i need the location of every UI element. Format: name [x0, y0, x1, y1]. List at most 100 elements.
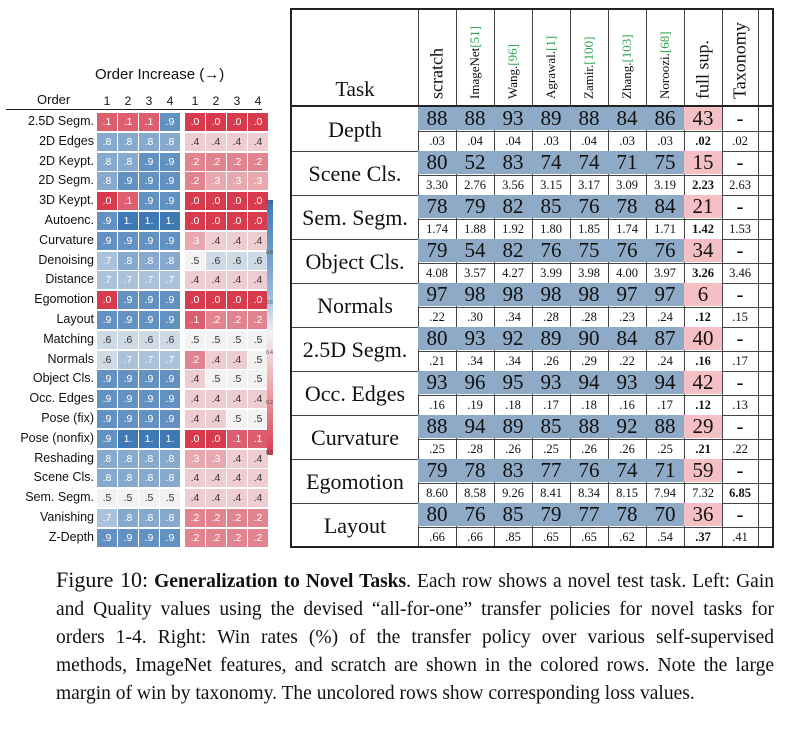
loss-cell: .19: [467, 398, 483, 412]
quality-cell: .2: [185, 152, 205, 171]
quality-cell: .4: [185, 489, 205, 508]
loss-cell: .30: [467, 310, 483, 324]
gain-cell: .9: [139, 311, 159, 329]
win-rate-cell: 85: [494, 503, 532, 526]
gain-cell: .9: [160, 370, 180, 389]
loss-cell: .24: [657, 354, 673, 368]
citation-link[interactable]: [100]: [581, 36, 596, 65]
loss-cell: .26: [581, 442, 597, 456]
gain-cell: .9: [160, 390, 180, 409]
win-rate-cell: 76: [532, 239, 570, 262]
loss-cell: 1.71: [654, 222, 676, 236]
citation-link[interactable]: [96]: [505, 44, 520, 66]
gain-cell: .7: [97, 251, 117, 270]
citation-link[interactable]: [103]: [619, 34, 634, 63]
heatmap-task-label: Distance: [45, 272, 94, 287]
column-header-label: full sup.: [693, 40, 714, 99]
quality-cell: .0: [185, 291, 205, 310]
quality-cell: .4: [227, 132, 247, 151]
loss-cell: .66: [429, 530, 445, 544]
citation-link[interactable]: [68]: [657, 31, 672, 54]
win-rate-cell: 71: [608, 151, 646, 174]
quality-cell: .4: [248, 469, 268, 488]
gain-cell: .8: [160, 469, 180, 488]
citation-link[interactable]: [51]: [467, 26, 482, 48]
gain-cell: .9: [160, 291, 180, 310]
quality-cell: .2: [227, 528, 247, 547]
gain-cell: .9: [160, 528, 180, 547]
win-rate-cell: 86: [646, 107, 684, 130]
heatmap-task-label: Layout: [56, 312, 94, 326]
gain-cell: .8: [139, 469, 159, 488]
quality-cell: .2: [206, 509, 226, 527]
win-rate-cell: 94: [456, 415, 494, 438]
win-rate-cell: 34: [684, 239, 722, 262]
win-rate-cell: 88: [570, 415, 608, 438]
column-header-label: Agrawal.[1]: [543, 36, 559, 99]
quality-cell: .4: [248, 132, 268, 151]
win-rate-cell: 89: [494, 415, 532, 438]
loss-cell: .22: [732, 442, 748, 456]
caption-title: Generalization to Novel Tasks: [154, 571, 407, 592]
column-divider: [722, 10, 723, 546]
loss-cell: 1.74: [616, 222, 638, 236]
citation-link[interactable]: [1]: [543, 35, 558, 51]
loss-cell: 3.99: [540, 266, 562, 280]
loss-cell: .21: [429, 354, 445, 368]
loss-cell: 8.34: [578, 486, 600, 500]
heatmap-task-label: Z-Depth: [48, 529, 94, 544]
quality-cell: .0: [248, 212, 268, 230]
gain-cell: .7: [97, 271, 117, 290]
colorbar-tick: 0.0: [266, 450, 273, 456]
quality-cell: .5: [248, 410, 268, 428]
loss-cell: .17: [543, 398, 559, 412]
quality-cell: .0: [248, 291, 268, 310]
loss-cell: 4.27: [502, 266, 524, 280]
heatmap-task-label: Sem. Segm.: [25, 490, 94, 505]
quality-cell: .5: [227, 370, 247, 389]
win-rate-cell: 92: [494, 327, 532, 350]
column-header-text: Agrawal.: [543, 50, 558, 99]
figure-caption: Figure 10: Generalization to Novel Tasks…: [56, 566, 774, 708]
loss-cell: 8.15: [616, 486, 638, 500]
column-header-label: scratch: [427, 48, 448, 99]
quality-cell: .0: [227, 212, 247, 230]
loss-cell: .65: [543, 530, 559, 544]
gain-cell: .6: [97, 350, 117, 369]
gain-cell: .8: [160, 449, 180, 468]
quality-cell: .2: [227, 509, 247, 527]
table-task-name: Depth: [328, 117, 382, 142]
column-divider: [646, 10, 647, 546]
win-rate-cell: 95: [494, 371, 532, 394]
loss-cell: 1.88: [464, 222, 486, 236]
loss-cell: .22: [429, 310, 445, 324]
gain-cell: .6: [118, 330, 138, 349]
gain-cell: .9: [160, 192, 180, 211]
heatmap-task-label: Pose (nonfix): [20, 430, 94, 445]
win-rate-cell: 93: [418, 371, 456, 394]
loss-cell: .17: [657, 398, 673, 412]
column-header-text: full sup.: [692, 39, 713, 99]
quality-cell: .0: [185, 212, 205, 230]
quality-cell: .0: [185, 192, 205, 211]
loss-cell: .03: [619, 134, 635, 148]
win-rate-cell: 6: [684, 283, 722, 306]
gain-cell: .9: [118, 172, 138, 191]
loss-cell: .28: [467, 442, 483, 456]
column-header-label: Taxonomy: [730, 22, 751, 99]
quality-cell: .4: [248, 489, 268, 508]
loss-cell: .34: [505, 354, 521, 368]
win-rate-cell: 36: [684, 503, 722, 526]
heatmap-task-label: Object Cls.: [32, 371, 94, 386]
quality-cell: .4: [227, 390, 247, 409]
win-rate-cell: 76: [608, 239, 646, 262]
colorbar-tick: 0.6: [266, 300, 273, 306]
gain-cell: 1.: [139, 429, 159, 448]
order-number: 2: [124, 94, 132, 108]
loss-cell: 1.92: [502, 222, 524, 236]
quality-cell: .5: [227, 410, 247, 428]
loss-cell: .16: [695, 354, 711, 368]
loss-cell: 3.56: [502, 178, 524, 192]
win-rate-cell: -: [736, 150, 744, 174]
quality-cell: .2: [185, 172, 205, 191]
